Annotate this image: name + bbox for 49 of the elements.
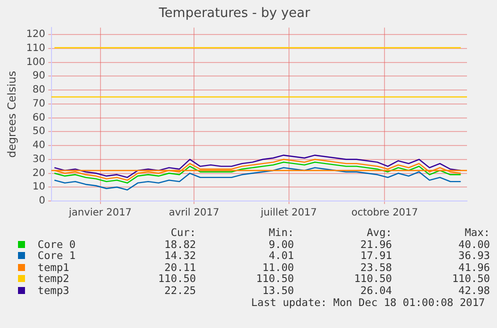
x-tick-label: juillet 2017	[260, 208, 317, 219]
y-tick-label: 60	[32, 112, 46, 124]
text: Cur:	[170, 227, 196, 240]
text: 18.82	[163, 238, 196, 251]
y-tick-label: 30	[32, 154, 46, 165]
text: Max:	[464, 227, 490, 240]
legend-label: temp1	[36, 262, 70, 274]
text: 9.00	[268, 238, 294, 251]
legend-label: Core 1	[36, 250, 77, 262]
y-tick-label: 90	[32, 70, 46, 82]
y-tick-label: 80	[32, 84, 46, 96]
y-tick-label: 70	[32, 98, 46, 110]
y-tick-label: 50	[32, 126, 46, 138]
y-tick-label: 0	[38, 196, 46, 207]
y-tick-label: 100	[26, 56, 46, 68]
text: Avg:	[366, 227, 392, 240]
x-tick-label: janvier 2017	[68, 208, 132, 219]
legend-label: Core 0	[36, 238, 77, 251]
text: 22.25	[163, 284, 196, 297]
legend-label: temp3	[36, 284, 70, 297]
text: 11.00	[261, 262, 294, 274]
text: 40.00	[457, 238, 490, 251]
legend-label: temp2	[36, 273, 70, 286]
text: 42.98	[457, 284, 490, 297]
text: 14.32	[163, 250, 196, 262]
text: Last update: Mon Dec 18 01:00:08 2017	[251, 297, 485, 309]
y-tick-label: 120	[26, 29, 46, 40]
text: Min:	[268, 227, 294, 240]
text: 110.50	[157, 273, 196, 286]
y-tick-label: 10	[32, 182, 46, 193]
text: 110.50	[353, 273, 392, 286]
text: 36.93	[457, 250, 490, 262]
text: 17.91	[359, 250, 392, 262]
y-tick-label: 20	[32, 168, 46, 179]
text: 4.01	[268, 250, 294, 262]
y-tick-label: 40	[32, 140, 46, 152]
x-tick-label: avril 2017	[168, 208, 220, 219]
y-tick-label: 110	[26, 43, 46, 54]
text: 20.11	[163, 262, 196, 274]
chart-title: Temperatures - by year	[158, 6, 311, 22]
text: 23.58	[359, 262, 392, 274]
text: 41.96	[457, 262, 490, 274]
text: 110.50	[451, 273, 490, 286]
y-axis-title: degrees Celsius	[5, 70, 18, 158]
text: 110.50	[255, 273, 294, 286]
text: 13.50	[261, 284, 294, 297]
x-tick-label: octobre 2017	[351, 208, 418, 219]
text: 26.04	[359, 284, 392, 297]
text: 21.96	[359, 238, 392, 251]
